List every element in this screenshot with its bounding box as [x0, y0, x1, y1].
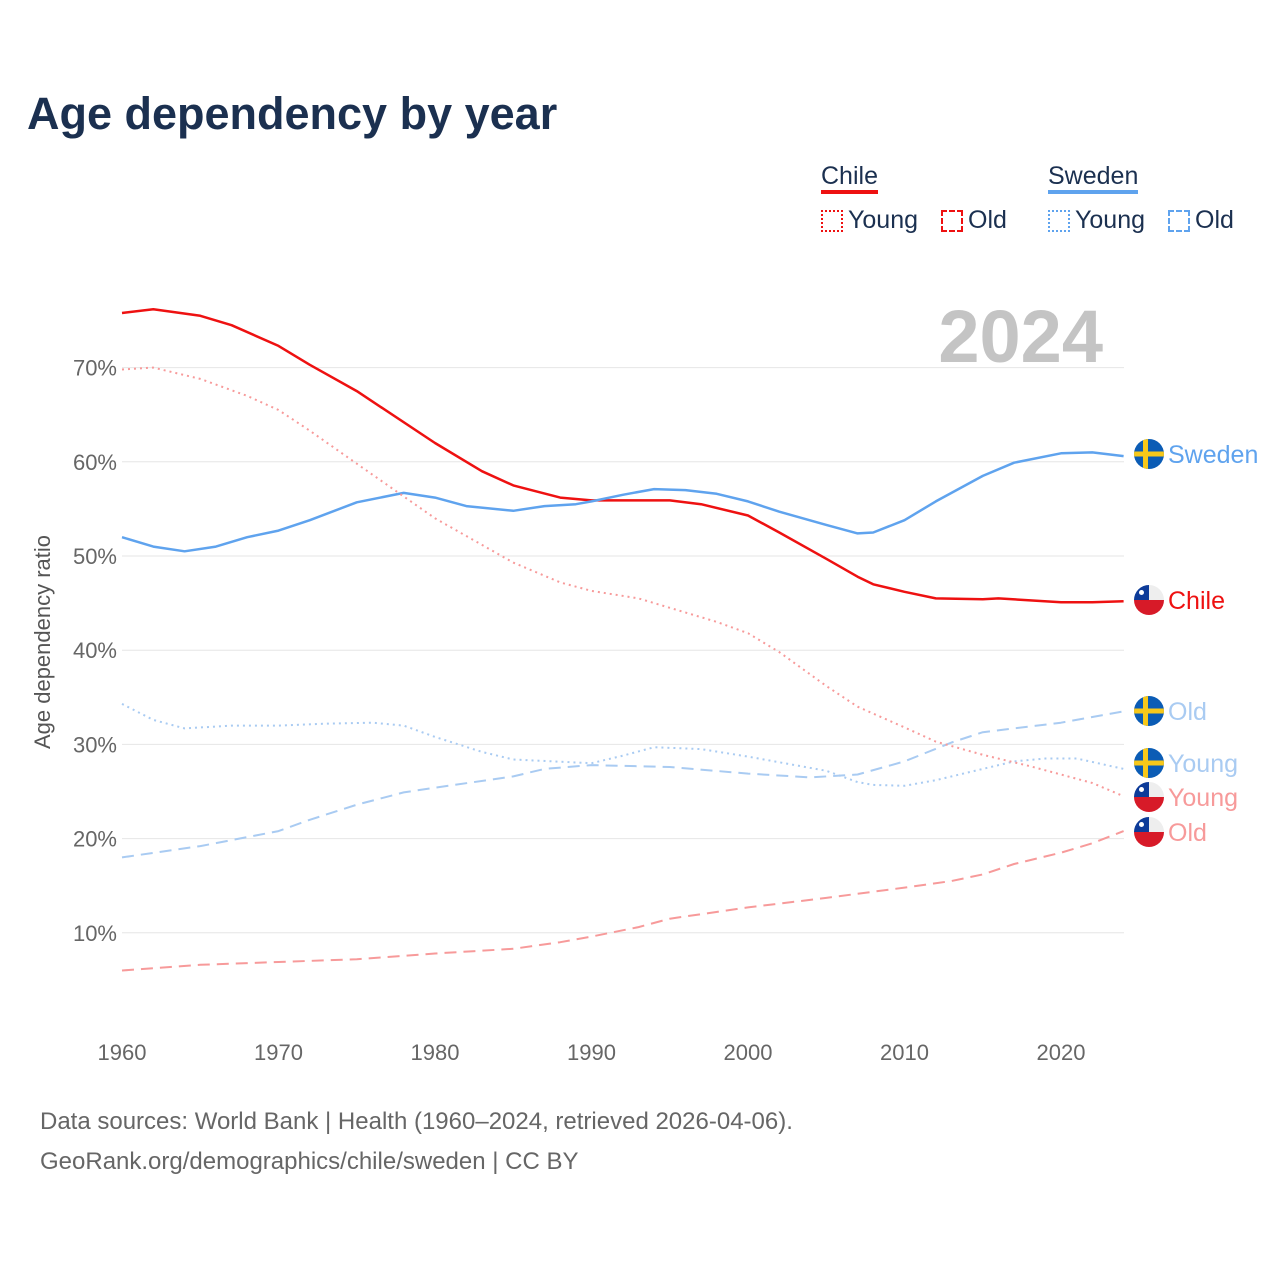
y-tick-label: 20%	[73, 827, 117, 852]
end-label: Chile	[1168, 587, 1225, 615]
chile-flag-icon	[1134, 782, 1164, 812]
y-axis-label: Age dependency ratio	[30, 535, 55, 749]
y-tick-label: 70%	[73, 356, 117, 381]
end-label: Sweden	[1168, 441, 1258, 469]
end-label: Old	[1168, 819, 1207, 847]
chart-title: Age dependency by year	[27, 88, 558, 139]
x-tick-label: 1990	[567, 1040, 616, 1065]
legend-chile-young[interactable]: Young	[821, 206, 918, 235]
legend-label: Young	[1075, 206, 1145, 234]
chile-flag-icon	[1134, 585, 1164, 615]
legend-label: Old	[1195, 206, 1234, 234]
sweden-flag-icon	[1134, 696, 1164, 726]
y-tick-label: 30%	[73, 732, 117, 757]
end-label: Young	[1168, 784, 1238, 812]
y-tick-label: 40%	[73, 638, 117, 663]
year-label: 2024	[938, 295, 1103, 378]
legend-sweden-header[interactable]: Sweden	[1048, 162, 1139, 194]
y-tick-label: 50%	[73, 544, 117, 569]
x-tick-label: 1980	[411, 1040, 460, 1065]
x-tick-label: 1970	[254, 1040, 303, 1065]
x-tick-label: 2020	[1037, 1040, 1086, 1065]
legend-chile-old[interactable]: Old	[941, 206, 1007, 235]
dashed-swatch-icon	[1168, 209, 1190, 232]
end-label: Old	[1168, 698, 1207, 726]
chile-flag-icon	[1134, 817, 1164, 847]
y-tick-label: 10%	[73, 921, 117, 946]
legend-label: Young	[848, 206, 918, 234]
series-line-sweden-young[interactable]	[121, 703, 1124, 787]
dashed-swatch-icon	[941, 209, 963, 232]
footer-sources: Data sources: World Bank | Health (1960–…	[40, 1108, 793, 1135]
series-line-chile[interactable]	[121, 307, 1124, 604]
series-line-sweden-old[interactable]	[121, 710, 1124, 859]
x-tick-label: 2000	[724, 1040, 773, 1065]
sweden-flag-icon	[1134, 748, 1164, 778]
x-tick-label: 2010	[880, 1040, 929, 1065]
sweden-flag-icon	[1134, 439, 1164, 469]
x-tick-label: 1960	[98, 1040, 147, 1065]
legend-chile-header[interactable]: Chile	[821, 162, 878, 194]
dotted-swatch-icon	[821, 209, 843, 232]
end-label: Young	[1168, 750, 1238, 778]
series-line-sweden[interactable]	[121, 451, 1124, 553]
legend-label: Old	[968, 206, 1007, 234]
footer-link[interactable]: GeoRank.org/demographics/chile/sweden | …	[40, 1148, 579, 1175]
dotted-swatch-icon	[1048, 209, 1070, 232]
series-line-chile-young[interactable]	[121, 366, 1124, 798]
series-line-chile-old[interactable]	[121, 830, 1124, 972]
legend-sweden-old[interactable]: Old	[1168, 206, 1234, 235]
legend-sweden-young[interactable]: Young	[1048, 206, 1145, 235]
y-tick-label: 60%	[73, 450, 117, 475]
